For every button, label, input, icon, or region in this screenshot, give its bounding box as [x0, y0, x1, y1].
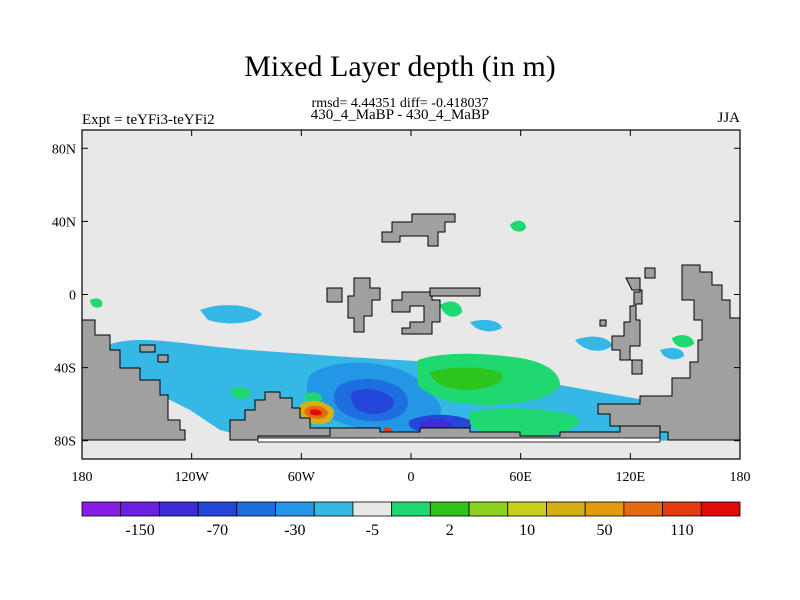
land-west-africa — [326, 287, 343, 303]
positive-patch-3 — [230, 387, 251, 399]
positive-patch-4 — [672, 335, 694, 348]
colorbar-swatch — [159, 501, 199, 517]
x-tick-label: 120E — [616, 470, 646, 485]
positive-patch-2 — [440, 301, 462, 317]
negative-patch-3 — [470, 320, 502, 332]
colorbar-swatch — [275, 501, 315, 517]
land-east-asia — [611, 277, 643, 375]
ice-shelf — [257, 437, 661, 443]
x-tick-label: 120W — [175, 470, 210, 485]
positive-anomaly-south — [470, 408, 580, 438]
colorbar-swatch — [81, 501, 122, 517]
y-tick-label: 80N — [52, 142, 76, 157]
land-east-continent — [597, 264, 741, 441]
colorbar-swatch — [391, 501, 431, 517]
x-tick-label: 0 — [408, 470, 415, 485]
colorbar-swatch — [584, 501, 625, 517]
land-small-2 — [157, 354, 169, 363]
colorbar-swatch — [662, 501, 702, 517]
experiment-label: Expt = teYFi3-teYFi2 — [82, 112, 215, 128]
colorbar-label: 110 — [670, 522, 693, 539]
land-north-block — [381, 213, 456, 247]
y-tick-label: 40N — [52, 215, 76, 230]
colorbar-swatch — [429, 501, 470, 517]
colorbar-label: -70 — [207, 522, 228, 539]
colorbar-swatch — [468, 501, 509, 517]
land-masses — [81, 213, 741, 441]
positive-anomaly-east-core — [430, 367, 503, 390]
land-small-islands — [429, 287, 481, 297]
x-tick-label: 180 — [72, 470, 93, 485]
colorbar-swatch — [507, 501, 547, 517]
season-label: JJA — [717, 110, 740, 126]
colorbar-swatch — [546, 501, 586, 517]
stats-line: rmsd= 4.44351 diff= -0.418037 — [311, 96, 489, 111]
colorbar-label: 2 — [446, 522, 454, 539]
colorbar-swatch — [352, 501, 393, 517]
chart-title: Mixed Layer depth (in m) — [244, 50, 556, 83]
negative-patch-1 — [200, 305, 262, 324]
land-small-west — [139, 344, 156, 353]
positive-patch-6 — [304, 392, 322, 404]
negative-anomaly-core — [351, 389, 394, 414]
x-tick-label: 60E — [509, 470, 532, 485]
positive-hotspot-core — [310, 409, 322, 416]
colorbar-swatch — [197, 501, 238, 517]
colorbar-label: 10 — [519, 522, 535, 539]
colorbar-swatch — [700, 501, 741, 517]
land-west-americas — [81, 319, 186, 441]
positive-spot-2 — [384, 427, 392, 433]
x-tick-label: 180 — [730, 470, 751, 485]
colorbar-label: -150 — [125, 522, 154, 539]
colorbar-label: 50 — [597, 522, 613, 539]
colorbar: -150 -70 -30 -5 2 10 50 110 — [81, 501, 741, 539]
colorbar-swatch — [236, 501, 276, 517]
colorbar-label: -5 — [366, 522, 379, 539]
positive-patch-5 — [90, 298, 103, 308]
negative-patch-4 — [660, 348, 684, 360]
land-small-4 — [599, 319, 607, 327]
land-antarctica — [257, 425, 661, 441]
x-tick-label: 60W — [288, 470, 316, 485]
colorbar-swatch — [313, 501, 354, 517]
center-label: 430_4_MaBP - 430_4_MaBP — [310, 107, 490, 123]
positive-patch-1 — [510, 220, 526, 232]
land-small-3 — [644, 267, 656, 279]
x-axis: 180 120W 60W 0 60E 120E 180 — [72, 130, 751, 485]
y-axis: 80N 40N 0 40S 80S — [52, 142, 740, 450]
land-africa — [347, 277, 381, 333]
colorbar-label: -30 — [284, 522, 305, 539]
colorbar-swatch — [623, 501, 663, 517]
y-tick-label: 40S — [54, 362, 76, 377]
y-tick-label: 0 — [69, 289, 76, 304]
negative-patch-2 — [575, 336, 612, 351]
y-tick-label: 80S — [54, 435, 76, 450]
colorbar-swatch — [120, 501, 160, 517]
